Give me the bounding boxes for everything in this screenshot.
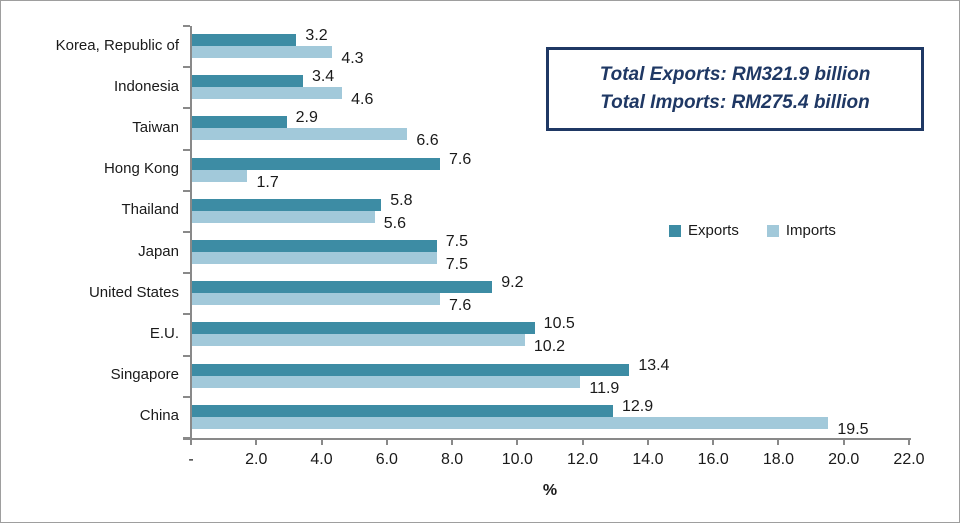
bar-exports (192, 198, 382, 211)
value-label-exports: 3.4 (311, 68, 335, 86)
value-label-exports: 12.9 (622, 397, 654, 415)
x-tick-label: 22.0 (893, 451, 925, 468)
category-label: Thailand (121, 201, 179, 219)
x-axis-tick (385, 438, 388, 445)
value-label-imports: 11.9 (589, 379, 620, 397)
x-tick-label: 18.0 (762, 451, 795, 468)
bar-exports (192, 75, 303, 88)
x-tick-label: 12.0 (567, 451, 599, 468)
value-label-imports: 19.5 (837, 420, 869, 438)
bar-imports (192, 252, 437, 264)
bar-imports (192, 128, 408, 141)
totals-annotation-box: Total Exports: RM321.9 billion Total Imp… (546, 47, 924, 131)
value-label-imports: 4.6 (351, 91, 374, 109)
bar-exports (192, 404, 613, 417)
bar-exports (192, 281, 493, 294)
y-axis-tick (183, 231, 190, 233)
value-label-exports: 13.4 (638, 356, 670, 374)
bar-exports (192, 322, 535, 335)
y-axis-tick (183, 107, 190, 110)
value-label-imports: 7.6 (449, 297, 472, 315)
bar-imports (192, 87, 343, 100)
bar-imports (192, 416, 829, 429)
bar-imports (192, 210, 375, 223)
x-axis-tick (190, 438, 192, 445)
x-tick-label: 4.0 (310, 451, 333, 468)
bar-imports (192, 375, 581, 388)
category-label: Singapore (110, 366, 179, 384)
bar-imports (192, 293, 441, 306)
value-label-imports: 1.7 (256, 173, 279, 191)
x-tick-label: 6.0 (375, 451, 398, 468)
x-axis-tick (516, 438, 519, 445)
category-label: Taiwan (132, 119, 179, 136)
x-axis-tick (712, 438, 715, 445)
x-tick-label: 14.0 (632, 451, 664, 468)
value-label-imports: 6.6 (416, 132, 439, 150)
x-axis-title: % (542, 482, 558, 499)
value-label-imports: 5.6 (383, 214, 406, 232)
value-label-exports: 7.5 (445, 233, 469, 250)
bar-imports (192, 169, 248, 182)
y-axis-tick (183, 395, 190, 398)
bar-exports (192, 157, 441, 170)
bar-exports (192, 34, 297, 46)
y-axis-tick (183, 272, 190, 275)
legend-item-exports: Exports (669, 222, 739, 239)
x-axis-tick (451, 438, 454, 445)
category-label: Korea, Republic of (55, 36, 179, 54)
category-label: Japan (138, 242, 179, 260)
value-label-exports: 7.6 (449, 150, 472, 168)
bar-imports (192, 46, 333, 58)
y-axis-line (190, 26, 192, 438)
x-axis-tick (320, 438, 323, 445)
imports-swatch-icon (766, 224, 779, 237)
value-label-exports: 5.8 (390, 191, 413, 209)
x-tick-label: 10.0 (501, 451, 533, 468)
total-imports-text: Total Imports: RM275.4 billion (600, 92, 870, 113)
x-axis-tick (908, 438, 910, 445)
legend: Exports Imports (669, 222, 836, 239)
x-axis-tick (646, 438, 649, 445)
exports-swatch-icon (669, 224, 681, 237)
x-tick-label: 16.0 (697, 451, 729, 468)
category-label: E.U. (149, 325, 179, 342)
legend-item-imports: Imports (766, 222, 836, 239)
x-tick-label: 8.0 (440, 451, 464, 468)
x-axis-tick (255, 438, 258, 445)
value-label-exports: 10.5 (543, 315, 575, 333)
x-axis-tick (581, 438, 584, 445)
bar-exports (192, 363, 630, 376)
category-label: Hong Kong (103, 160, 179, 178)
x-tick-label: 20.0 (828, 451, 860, 468)
value-label-exports: 3.2 (305, 27, 328, 44)
category-label: Indonesia (113, 77, 179, 95)
value-label-exports: 2.9 (295, 109, 318, 127)
total-exports-text: Total Exports: RM321.9 billion (599, 64, 871, 85)
bar-exports (192, 116, 287, 129)
x-axis-tick (842, 438, 845, 445)
bar-exports (192, 240, 437, 252)
y-axis-tick (183, 313, 190, 316)
x-axis-tick (777, 438, 780, 445)
value-label-imports: 4.3 (341, 50, 364, 67)
legend-label-exports: Exports (688, 222, 739, 239)
y-axis-tick (183, 66, 190, 69)
legend-label-imports: Imports (785, 222, 836, 239)
value-label-imports: 10.2 (533, 338, 566, 356)
category-label: United States (88, 283, 179, 301)
category-label: China (139, 407, 179, 425)
value-label-exports: 9.2 (501, 274, 524, 292)
x-tick-label: - (188, 451, 194, 468)
y-axis-tick (183, 189, 190, 192)
y-axis-tick (183, 25, 190, 27)
y-axis-tick (183, 148, 190, 151)
value-label-imports: 7.5 (445, 256, 469, 273)
y-axis-tick (183, 354, 190, 357)
x-tick-label: 2.0 (245, 451, 268, 468)
bar-imports (192, 334, 525, 347)
x-axis-line (183, 438, 911, 440)
